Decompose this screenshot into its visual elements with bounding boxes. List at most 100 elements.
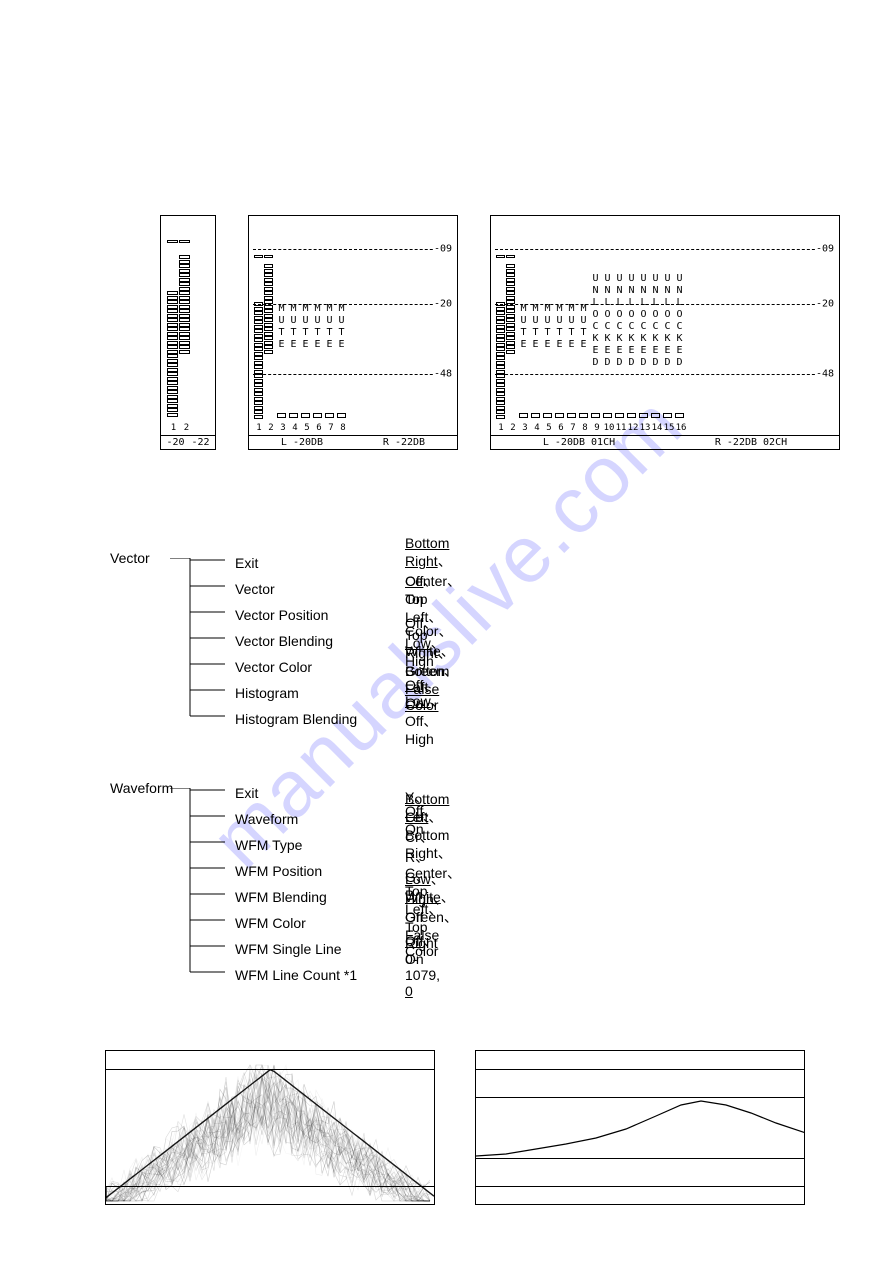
menu-item-label: Histogram Blending <box>235 711 405 727</box>
unlocked-letter: L <box>591 298 600 308</box>
unlocked-letter: L <box>675 298 684 308</box>
unlocked-letter: D <box>615 358 624 368</box>
menu-item-label: WFM Color <box>235 915 405 931</box>
unlocked-letter: D <box>603 358 612 368</box>
menu-item-label: Exit <box>235 555 405 571</box>
menu-item-label: WFM Position <box>235 863 405 879</box>
channel-number: 4 <box>289 423 301 433</box>
channel-number: 5 <box>301 423 313 433</box>
channel-number: 12 <box>627 423 639 433</box>
mute-letter: U <box>289 316 298 326</box>
mute-letter: M <box>519 304 528 314</box>
unlocked-letter: E <box>615 346 624 356</box>
mute-letter: U <box>313 316 322 326</box>
mute-letter: T <box>313 328 322 338</box>
mute-letter: M <box>277 304 286 314</box>
unlocked-letter: D <box>651 358 660 368</box>
unlocked-letter: E <box>603 346 612 356</box>
unlocked-letter: O <box>651 310 660 320</box>
unlocked-letter: N <box>615 286 624 296</box>
mute-letter: E <box>337 340 346 350</box>
mute-letter: T <box>301 328 310 338</box>
mute-letter: E <box>519 340 528 350</box>
mute-letter: E <box>567 340 576 350</box>
unlocked-letter: C <box>651 322 660 332</box>
vector-tree-lines <box>170 558 230 750</box>
menu-item-label: WFM Blending <box>235 889 405 905</box>
waveform-singleline-example <box>475 1050 805 1205</box>
mute-letter: T <box>531 328 540 338</box>
mute-letter: E <box>289 340 298 350</box>
unlocked-letter: C <box>615 322 624 332</box>
unlocked-letter: C <box>663 322 672 332</box>
menu-option: Center <box>405 573 447 589</box>
unlocked-letter: C <box>627 322 636 332</box>
channel-number: 3 <box>277 423 289 433</box>
mute-letter: E <box>313 340 322 350</box>
unlocked-letter: D <box>627 358 636 368</box>
mute-letter: T <box>337 328 346 338</box>
unlocked-letter: E <box>627 346 636 356</box>
mute-letter: T <box>567 328 576 338</box>
mute-letter: T <box>289 328 298 338</box>
waveform-menu-root: Waveform <box>110 780 173 796</box>
mute-letter: M <box>531 304 540 314</box>
menu-option: Color <box>405 623 438 639</box>
channel-number: 1 <box>253 423 265 433</box>
channel-number: 8 <box>579 423 591 433</box>
unlocked-letter: N <box>639 286 648 296</box>
meter-c-left-db: L -20DB 01CH <box>543 437 615 448</box>
menu-option: 0 <box>405 983 413 999</box>
channel-number: 14 <box>651 423 663 433</box>
menu-item-label: Vector Blending <box>235 633 405 649</box>
mute-letter: E <box>555 340 564 350</box>
channel-number: 9 <box>591 423 603 433</box>
mute-letter: E <box>301 340 310 350</box>
db-scale-label: -09 <box>815 243 835 254</box>
channel-number: 2 <box>507 423 519 433</box>
unlocked-letter: K <box>591 334 600 344</box>
menu-item-label: WFM Line Count *1 <box>235 967 405 983</box>
unlocked-letter: O <box>627 310 636 320</box>
mute-letter: M <box>289 304 298 314</box>
unlocked-letter: O <box>603 310 612 320</box>
unlocked-letter: U <box>651 274 660 284</box>
unlocked-letter: K <box>639 334 648 344</box>
menu-item-label: Exit <box>235 785 405 801</box>
channel-number: 15 <box>663 423 675 433</box>
db-scale-label: -09 <box>433 243 453 254</box>
unlocked-letter: U <box>591 274 600 284</box>
menu-item-label: Vector Color <box>235 659 405 675</box>
unlocked-letter: D <box>675 358 684 368</box>
mute-letter: U <box>277 316 286 326</box>
unlocked-letter: N <box>591 286 600 296</box>
unlocked-letter: O <box>675 310 684 320</box>
waveform-examples-row <box>105 1050 805 1205</box>
meter-2ch: 12 -20 -22 <box>160 215 216 450</box>
unlocked-letter: K <box>615 334 624 344</box>
unlocked-letter: L <box>639 298 648 308</box>
unlocked-letter: O <box>663 310 672 320</box>
db-scale-label: -48 <box>433 368 453 379</box>
channel-number: 3 <box>519 423 531 433</box>
meter-8ch: -09-20-4812345678MUTEMUTEMUTEMUTEMUTEMUT… <box>248 215 458 450</box>
channel-number: 13 <box>639 423 651 433</box>
unlocked-letter: C <box>675 322 684 332</box>
menu-item-label: Vector <box>235 581 405 597</box>
menu-option: Off <box>405 933 423 949</box>
meter-c-right-db: R -22DB 02CH <box>715 437 787 448</box>
mute-letter: E <box>543 340 552 350</box>
channel-number: 11 <box>615 423 627 433</box>
channel-number: 16 <box>675 423 687 433</box>
menu-item-label: Vector Position <box>235 607 405 623</box>
unlocked-letter: N <box>675 286 684 296</box>
mute-letter: T <box>555 328 564 338</box>
unlocked-letter: U <box>663 274 672 284</box>
channel-number: 6 <box>313 423 325 433</box>
mute-letter: E <box>277 340 286 350</box>
meter-a-left-db: -20 <box>166 437 184 448</box>
unlocked-letter: N <box>663 286 672 296</box>
unlocked-letter: D <box>663 358 672 368</box>
mute-letter: M <box>555 304 564 314</box>
unlocked-letter: O <box>639 310 648 320</box>
